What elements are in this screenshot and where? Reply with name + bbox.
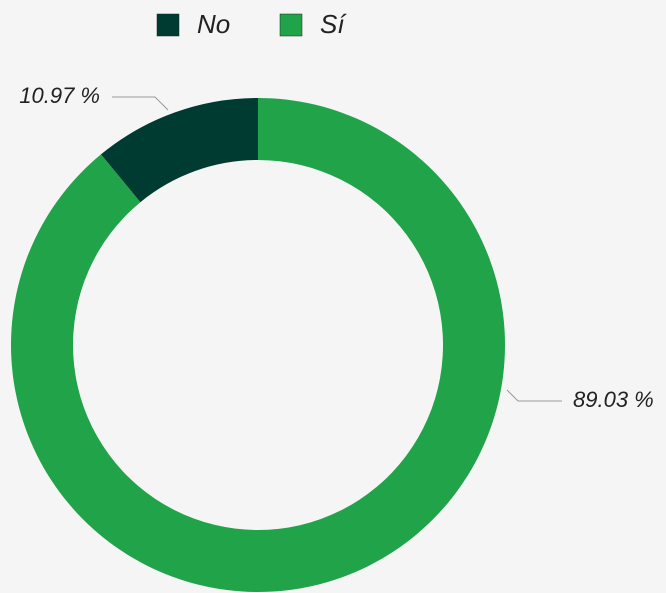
data-label: 10.97 % [19, 83, 100, 108]
legend-label: No [197, 9, 230, 39]
legend-label: Sí [320, 9, 347, 39]
legend-swatch [279, 13, 303, 37]
donut-slice [10, 98, 506, 592]
donut-slice [100, 98, 259, 203]
leader-line [506, 389, 562, 402]
legend-swatch [156, 13, 180, 37]
leader-line [112, 96, 169, 111]
data-label: 89.03 % [573, 387, 654, 412]
